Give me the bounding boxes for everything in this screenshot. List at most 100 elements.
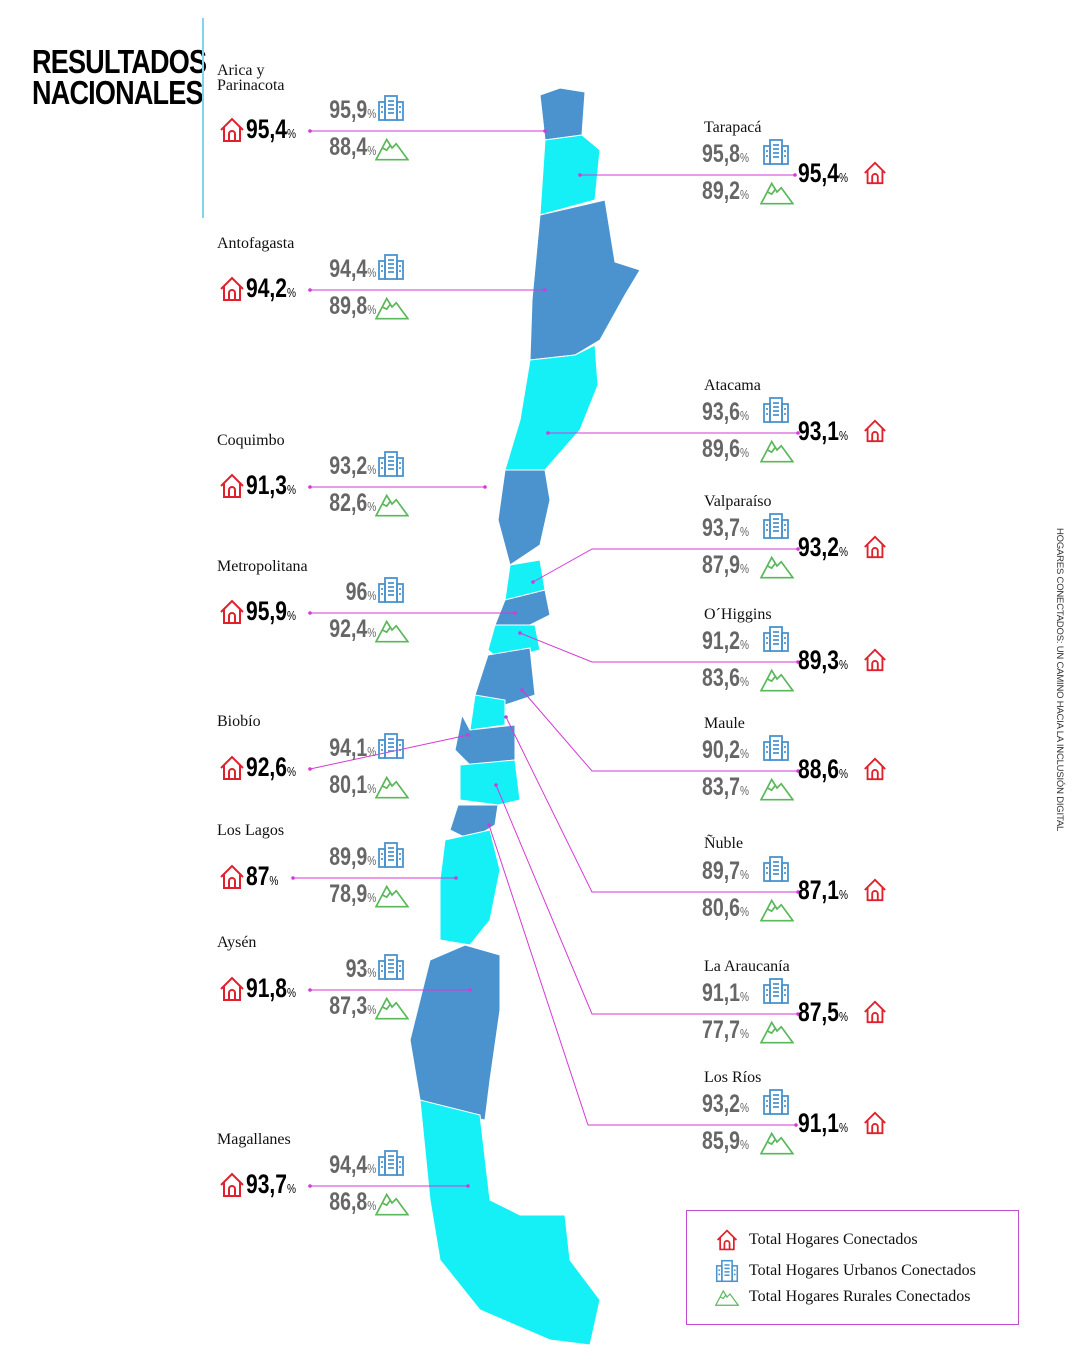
- urban-value: 96%: [345, 578, 376, 607]
- leader-line: [309, 734, 469, 770]
- rural-value: 89,6%: [702, 435, 749, 464]
- percent-sign: %: [366, 625, 376, 640]
- building-icon: [762, 512, 790, 540]
- building-icon: [377, 841, 405, 869]
- total-value: 87,1%: [798, 875, 848, 906]
- percent-sign: %: [739, 783, 749, 798]
- percent-sign: %: [739, 445, 749, 460]
- building-icon: [762, 396, 790, 424]
- mountain-icon: [715, 1285, 739, 1309]
- mountain-icon: [375, 882, 409, 908]
- region-shape[interactable]: [497, 469, 551, 566]
- percent-sign: %: [838, 887, 849, 902]
- building-icon: [762, 977, 790, 1005]
- percent-sign: %: [269, 873, 279, 888]
- building-icon: [762, 734, 790, 762]
- total-value-value: 95,4: [246, 114, 287, 144]
- percent-sign: %: [366, 1198, 376, 1213]
- leader-dot: [466, 1184, 470, 1188]
- total-value-value: 87,5: [798, 997, 839, 1027]
- rural-value: 78,9%: [329, 880, 376, 909]
- total-value: 93,1%: [798, 416, 848, 447]
- leader-dot: [494, 783, 498, 787]
- region-shape[interactable]: [539, 87, 586, 141]
- house-icon: [862, 418, 888, 444]
- leader-dot: [796, 660, 800, 664]
- urban-value: 93,2%: [702, 1090, 749, 1119]
- percent-sign: %: [838, 428, 849, 443]
- percent-sign: %: [366, 890, 376, 905]
- total-value-value: 87: [246, 861, 270, 891]
- region-name: Metropolitana: [217, 558, 308, 575]
- urban-value-value: 93: [345, 955, 367, 983]
- building-icon: [377, 732, 405, 760]
- leader-dot: [518, 631, 522, 635]
- urban-value-value: 90,2: [702, 736, 740, 764]
- percent-sign: %: [366, 302, 376, 317]
- region-shape[interactable]: [494, 589, 551, 631]
- leader-dot: [578, 173, 582, 177]
- region-shape[interactable]: [469, 694, 506, 731]
- region-shape[interactable]: [409, 944, 501, 1121]
- percent-sign: %: [739, 989, 749, 1004]
- leader-line: [519, 632, 798, 663]
- percent-sign: %: [286, 482, 297, 497]
- leader-dot: [291, 876, 295, 880]
- percent-sign: %: [366, 265, 376, 280]
- urban-value: 90,2%: [702, 736, 749, 765]
- total-value-value: 94,2: [246, 273, 287, 303]
- region-shape[interactable]: [459, 759, 521, 806]
- leader-dot: [308, 767, 312, 771]
- percent-sign: %: [739, 187, 749, 202]
- region-name: Los Lagos: [217, 822, 285, 839]
- region-shape[interactable]: [439, 829, 501, 946]
- region-shape[interactable]: [474, 647, 536, 706]
- leader-dot: [543, 129, 547, 133]
- urban-value: 91,1%: [702, 979, 749, 1008]
- total-value: 92,6%: [246, 752, 296, 783]
- rural-value-value: 89,8: [329, 292, 367, 320]
- mountain-icon: [375, 294, 409, 320]
- leader-dot: [308, 129, 312, 133]
- urban-value: 91,2%: [702, 627, 749, 656]
- urban-value: 94,4%: [329, 255, 376, 284]
- urban-value: 93,2%: [329, 452, 376, 481]
- house-icon: [218, 754, 246, 782]
- total-value: 89,3%: [798, 645, 848, 676]
- percent-sign: %: [366, 106, 376, 121]
- rural-value: 87,3%: [329, 992, 376, 1021]
- region-shape[interactable]: [419, 1099, 601, 1346]
- mountain-icon: [375, 135, 409, 161]
- percent-sign: %: [286, 126, 297, 141]
- mountain-icon: [375, 773, 409, 799]
- total-value-value: 91,3: [246, 470, 287, 500]
- total-value-value: 93,2: [798, 532, 839, 562]
- building-icon: [377, 576, 405, 604]
- urban-value: 95,9%: [329, 96, 376, 125]
- leader-line: [532, 548, 798, 583]
- urban-value-value: 95,9: [329, 96, 367, 124]
- building-icon: [715, 1259, 739, 1283]
- house-icon: [218, 598, 246, 626]
- region-shape[interactable]: [529, 199, 641, 361]
- urban-value-value: 96: [345, 578, 367, 606]
- region-name: Atacama: [704, 377, 761, 394]
- urban-value-value: 94,4: [329, 255, 367, 283]
- urban-value: 95,8%: [702, 140, 749, 169]
- percent-sign: %: [838, 170, 849, 185]
- legend-label: Total Hogares Rurales Conectados: [749, 1288, 971, 1305]
- rural-value: 88,4%: [329, 133, 376, 162]
- total-value: 95,4%: [246, 114, 296, 145]
- leader-dot: [513, 611, 517, 615]
- leader-dot: [520, 688, 524, 692]
- title-divider: [202, 18, 204, 218]
- total-value-value: 95,4: [798, 158, 839, 188]
- percent-sign: %: [366, 143, 376, 158]
- mountain-icon: [760, 179, 794, 205]
- percent-sign: %: [838, 766, 849, 781]
- total-value-value: 93,7: [246, 1169, 287, 1199]
- rural-value: 83,7%: [702, 773, 749, 802]
- rural-value-value: 82,6: [329, 489, 367, 517]
- region-shape[interactable]: [504, 344, 599, 471]
- total-value: 93,2%: [798, 532, 848, 563]
